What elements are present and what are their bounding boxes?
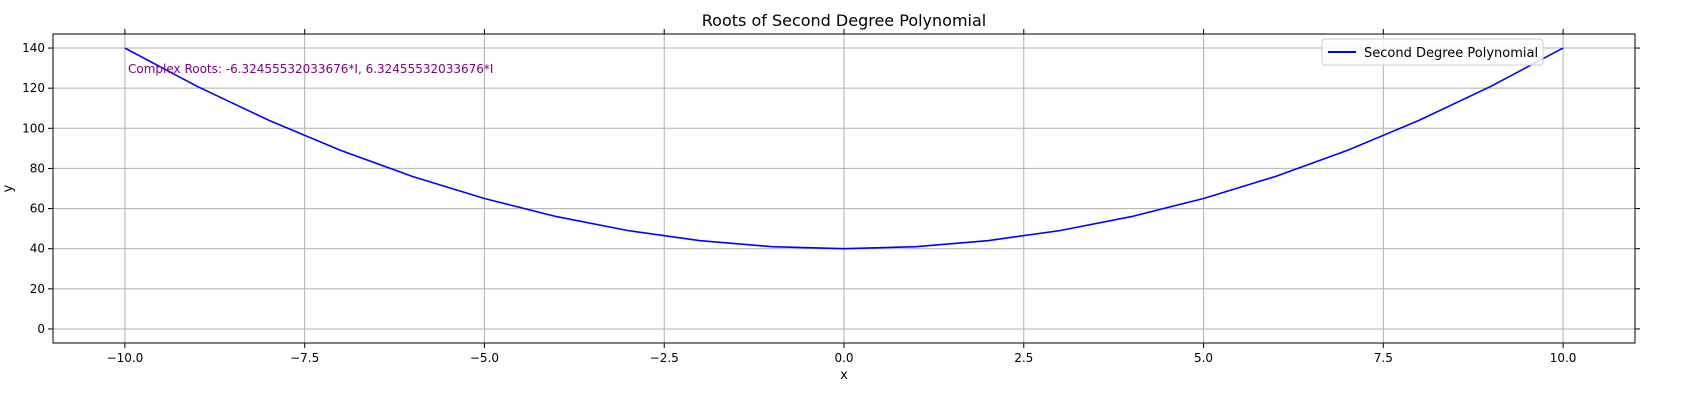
y-tick-label: 60	[30, 202, 45, 216]
x-tick-label: −7.5	[290, 351, 319, 365]
x-axis-label: x	[840, 368, 848, 383]
x-tick-label: 10.0	[1550, 351, 1577, 365]
x-tick-label: −2.5	[650, 351, 679, 365]
y-tick-label: 100	[22, 121, 45, 135]
y-tick-label: 20	[30, 282, 45, 296]
series-line	[124, 47, 1564, 250]
grid	[53, 34, 1635, 343]
y-tick-label: 120	[22, 81, 45, 95]
x-tick-label: −5.0	[470, 351, 499, 365]
y-tick-label: 140	[22, 41, 45, 55]
legend-box	[1321, 38, 1544, 66]
chart-title: Roots of Second Degree Polynomial	[702, 11, 986, 30]
y-axis-label: y	[1, 184, 16, 192]
y-tick-label: 80	[30, 161, 45, 175]
x-tick-label: 0.0	[834, 351, 853, 365]
complex-roots-annotation: Complex Roots: -6.32455532033676*I, 6.32…	[128, 62, 493, 76]
x-tick-label: 7.5	[1374, 351, 1393, 365]
x-tick-label: 5.0	[1194, 351, 1213, 365]
x-tick-label: −10.0	[107, 351, 144, 365]
legend-label: Second Degree Polynomial	[1364, 46, 1538, 61]
series-layer	[124, 47, 1564, 250]
y-tick-label: 0	[37, 322, 45, 336]
x-tick-label: 2.5	[1014, 351, 1033, 365]
legend: Second Degree Polynomial	[1321, 38, 1544, 66]
ticks: −10.0 −7.5 −5.0 −2.5 0.0 2.5 5.0 7.5 10.0 0 20 40 60…	[22, 29, 1640, 365]
y-tick-label: 40	[30, 242, 45, 256]
